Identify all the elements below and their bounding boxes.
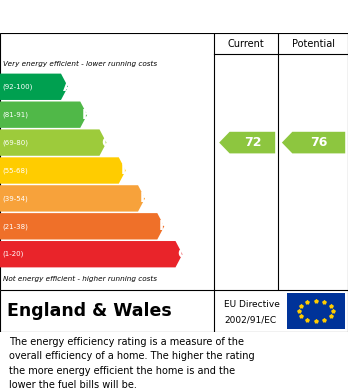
Text: (39-54): (39-54)	[3, 195, 29, 202]
Text: F: F	[159, 219, 168, 233]
Text: (21-38): (21-38)	[3, 223, 29, 230]
Text: (69-80): (69-80)	[3, 139, 29, 146]
Text: (55-68): (55-68)	[3, 167, 29, 174]
Text: Potential: Potential	[292, 39, 335, 48]
Polygon shape	[0, 102, 87, 128]
Text: 72: 72	[244, 136, 261, 149]
Text: Energy Efficiency Rating: Energy Efficiency Rating	[9, 10, 192, 23]
Text: C: C	[101, 136, 111, 150]
Text: D: D	[120, 163, 132, 178]
Text: (92-100): (92-100)	[3, 84, 33, 90]
Polygon shape	[0, 157, 126, 184]
Polygon shape	[282, 132, 345, 153]
Bar	[287, 293, 345, 329]
Text: The energy efficiency rating is a measure of the
overall efficiency of a home. T: The energy efficiency rating is a measur…	[9, 337, 254, 390]
Text: 2002/91/EC: 2002/91/EC	[224, 316, 277, 325]
Text: (81-91): (81-91)	[3, 111, 29, 118]
Polygon shape	[0, 74, 68, 100]
Text: Not energy efficient - higher running costs: Not energy efficient - higher running co…	[3, 276, 158, 282]
Text: England & Wales: England & Wales	[7, 302, 172, 320]
Polygon shape	[0, 213, 164, 239]
Text: 76: 76	[310, 136, 327, 149]
Text: G: G	[177, 247, 189, 261]
Text: A: A	[63, 80, 73, 94]
Text: Current: Current	[228, 39, 264, 48]
Text: Very energy efficient - lower running costs: Very energy efficient - lower running co…	[3, 61, 158, 67]
Polygon shape	[0, 129, 106, 156]
Text: (1-20): (1-20)	[3, 251, 24, 257]
Text: E: E	[140, 192, 149, 205]
Text: B: B	[82, 108, 93, 122]
Polygon shape	[219, 132, 275, 153]
Polygon shape	[0, 185, 145, 212]
Polygon shape	[0, 241, 182, 267]
Text: EU Directive: EU Directive	[224, 300, 280, 309]
